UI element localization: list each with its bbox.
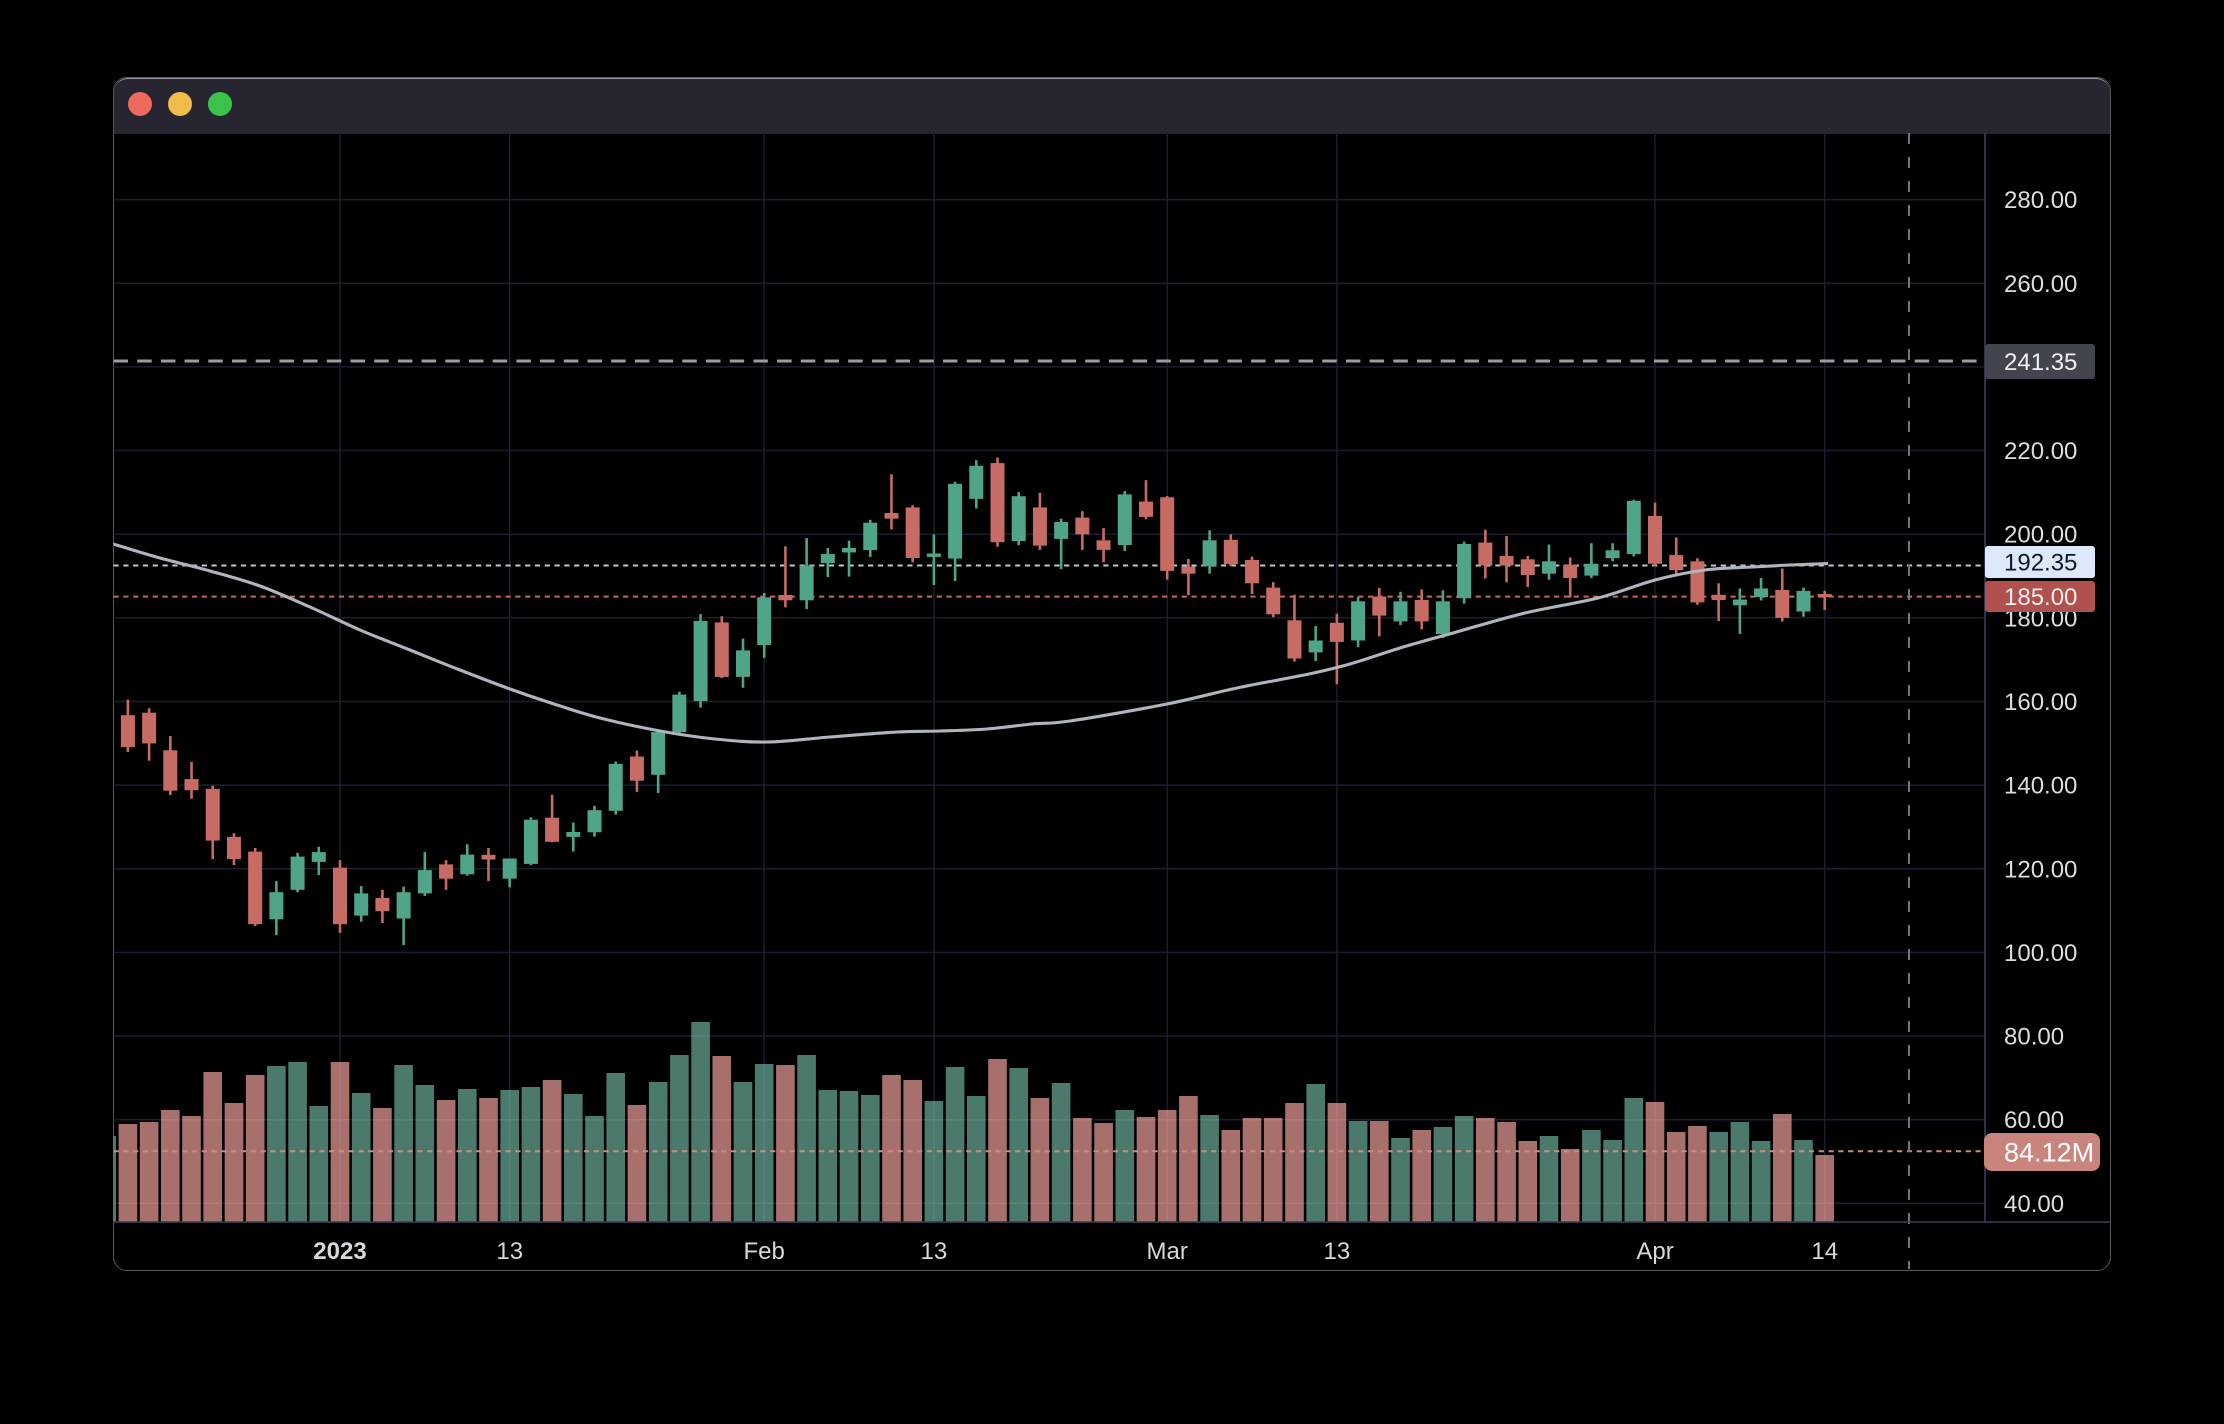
svg-text:220.00: 220.00: [2004, 438, 2077, 465]
svg-text:80.00: 80.00: [2004, 1024, 2064, 1051]
svg-text:13: 13: [1324, 1238, 1351, 1265]
svg-text:40.00: 40.00: [2004, 1191, 2064, 1218]
svg-text:120.00: 120.00: [2004, 856, 2077, 883]
svg-text:2023: 2023: [313, 1238, 366, 1265]
svg-text:Apr: Apr: [1636, 1238, 1673, 1265]
svg-text:Feb: Feb: [744, 1238, 785, 1265]
svg-text:260.00: 260.00: [2004, 271, 2077, 298]
svg-text:60.00: 60.00: [2004, 1107, 2064, 1134]
svg-text:84.12M: 84.12M: [2004, 1138, 2094, 1168]
svg-text:241.35: 241.35: [2004, 349, 2077, 376]
svg-text:140.00: 140.00: [2004, 773, 2077, 800]
svg-text:14: 14: [1811, 1238, 1838, 1265]
svg-text:13: 13: [496, 1238, 523, 1265]
svg-text:185.00: 185.00: [2004, 584, 2077, 611]
svg-text:192.35: 192.35: [2004, 550, 2077, 577]
svg-text:100.00: 100.00: [2004, 940, 2077, 967]
svg-text:280.00: 280.00: [2004, 187, 2077, 214]
svg-text:160.00: 160.00: [2004, 689, 2077, 716]
svg-text:13: 13: [921, 1238, 948, 1265]
svg-text:200.00: 200.00: [2004, 522, 2077, 549]
svg-text:Mar: Mar: [1147, 1238, 1188, 1265]
